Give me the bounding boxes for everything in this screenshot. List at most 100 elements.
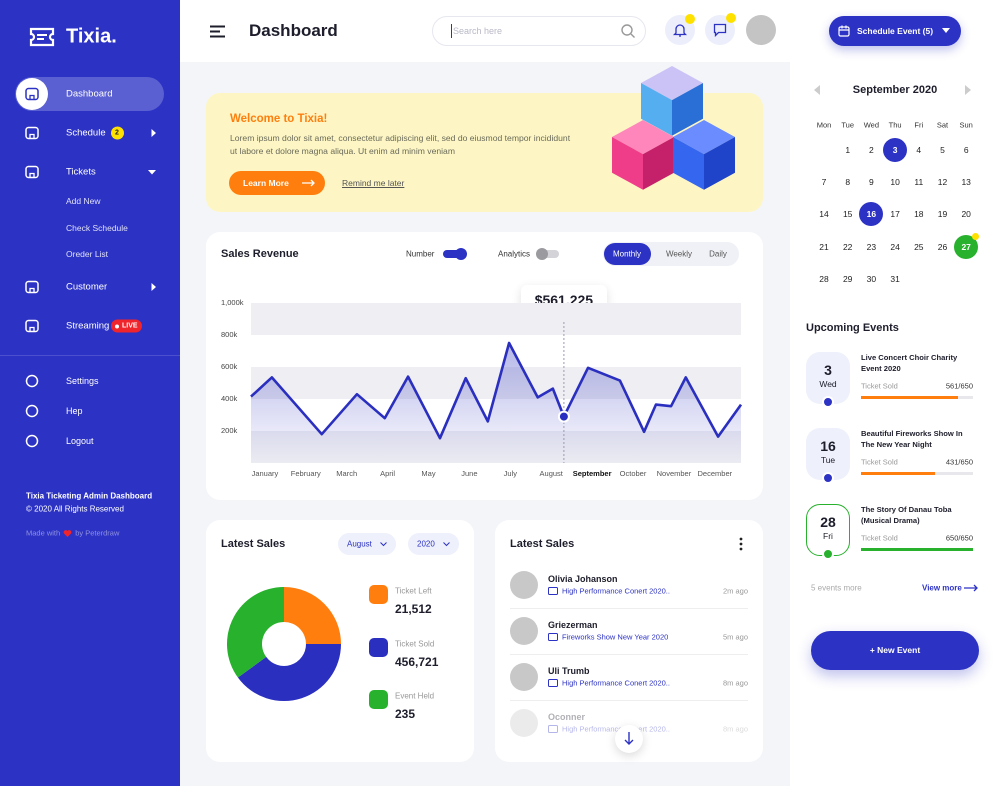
dropdown-caret xyxy=(942,28,950,33)
menu-label[interactable]: Customer xyxy=(66,281,108,293)
weekday: Sun xyxy=(959,120,973,130)
day[interactable]: 20 xyxy=(961,209,971,220)
day[interactable]: 12 xyxy=(937,177,948,188)
active-icon-bg xyxy=(16,78,48,110)
menu-label[interactable]: Tickets xyxy=(66,166,96,178)
divider xyxy=(0,355,180,356)
day[interactable]: 21 xyxy=(819,241,829,252)
menu-label[interactable]: Streaming xyxy=(66,320,110,332)
cubes-illustration xyxy=(612,66,735,190)
day[interactable]: 26 xyxy=(937,241,948,252)
day[interactable]: 9 xyxy=(869,177,874,188)
toggle-track[interactable] xyxy=(443,250,465,258)
sold: 650 xyxy=(946,534,961,543)
day[interactable]: 6 xyxy=(963,145,969,155)
day[interactable]: 23 xyxy=(866,241,877,252)
ticket-label: Ticket Sold xyxy=(861,381,898,391)
day[interactable]: 8 xyxy=(845,177,851,188)
schedule-button[interactable] xyxy=(829,16,961,46)
day[interactable]: 18 xyxy=(914,209,924,220)
tab[interactable]: Daily xyxy=(709,249,727,259)
toggle-label: Analytics xyxy=(498,249,531,259)
search-placeholder: Search here xyxy=(453,26,503,36)
day[interactable]: 28 xyxy=(819,273,829,284)
new-event-label: + New Event xyxy=(869,645,921,655)
chevron[interactable] xyxy=(150,283,158,291)
search-box[interactable] xyxy=(432,16,646,46)
day[interactable]: 2 xyxy=(869,145,874,155)
submenu-label[interactable]: Oreder List xyxy=(66,249,109,259)
day[interactable]: 7 xyxy=(821,177,827,188)
toggle-track[interactable] xyxy=(537,250,559,258)
dropdown-caret xyxy=(380,542,387,547)
chevron[interactable] xyxy=(150,129,158,137)
event-title: Live Concert Choir Charity Event 2020 xyxy=(861,353,958,373)
day[interactable]: 25 xyxy=(914,241,924,252)
legend-swatch xyxy=(369,690,388,709)
submenu-label[interactable]: Add New xyxy=(66,196,101,206)
day[interactable]: 27 xyxy=(961,241,971,252)
sidebar: Tixia. Tixia Ticketing Admin Dashboard ©… xyxy=(0,0,180,786)
day[interactable]: 22 xyxy=(842,241,853,252)
capacity: 650 xyxy=(960,381,973,391)
page-title: Dashboard xyxy=(249,21,338,40)
menu-label[interactable]: Hep xyxy=(66,406,83,416)
view-more-link[interactable]: View more xyxy=(922,583,962,593)
day[interactable]: 1 xyxy=(845,145,851,155)
day[interactable]: 4 xyxy=(916,145,922,155)
prev-month[interactable] xyxy=(814,85,821,95)
submenu-label[interactable]: Check Schedule xyxy=(66,222,128,233)
menu-label[interactable]: Dashboard xyxy=(66,88,113,100)
menu-icon xyxy=(25,374,39,388)
search-caret xyxy=(451,24,452,38)
new-event-button[interactable] xyxy=(811,631,979,670)
avatar[interactable] xyxy=(746,15,776,45)
day[interactable]: 10 xyxy=(890,177,900,188)
day[interactable]: 15 xyxy=(842,209,853,220)
remind-later-link[interactable]: Remind me later xyxy=(342,178,405,188)
cube-face xyxy=(704,137,735,190)
day[interactable]: 14 xyxy=(819,209,829,220)
day[interactable]: 5 xyxy=(940,145,945,155)
calendar-icon xyxy=(838,25,850,37)
day[interactable]: 30 xyxy=(866,273,877,284)
day[interactable]: 16 xyxy=(866,209,877,220)
section-title: Upcoming Events xyxy=(806,322,899,334)
day[interactable]: 17 xyxy=(890,209,900,220)
chevron[interactable] xyxy=(148,168,156,176)
day[interactable]: 3 xyxy=(892,145,898,155)
toggle-label: Number xyxy=(406,249,435,259)
event-date-card[interactable] xyxy=(806,428,850,480)
message-dot xyxy=(726,13,736,23)
badge-text: LIVE xyxy=(122,322,138,330)
next-month[interactable] xyxy=(965,85,972,95)
day[interactable]: 19 xyxy=(937,209,948,220)
brand: Tixia. xyxy=(66,25,117,48)
menu-label[interactable]: Logout xyxy=(66,436,94,446)
latest-sales-list-card xyxy=(495,520,763,762)
chat-icon xyxy=(713,23,727,37)
cube-face xyxy=(673,137,704,190)
day[interactable]: 29 xyxy=(842,273,853,284)
card-title: Sales Revenue xyxy=(221,248,299,260)
menu-toggle[interactable] xyxy=(210,25,226,38)
kebab-menu[interactable] xyxy=(738,537,744,551)
event-date-card[interactable] xyxy=(806,352,850,404)
tab[interactable]: Monthly xyxy=(612,249,642,259)
day[interactable]: 13 xyxy=(961,177,971,188)
day[interactable]: 31 xyxy=(890,273,900,284)
day[interactable]: 24 xyxy=(890,241,900,252)
menu-label[interactable]: Settings xyxy=(66,376,99,386)
filter-dropdown[interactable] xyxy=(408,533,459,555)
filter-dropdown[interactable] xyxy=(338,533,396,555)
event-date-card[interactable] xyxy=(806,504,850,556)
search-icon[interactable] xyxy=(620,23,636,39)
learn-more-label: Learn More xyxy=(243,178,289,188)
sales-revenue-card xyxy=(206,232,763,500)
filter-label: August xyxy=(347,539,372,549)
weekday: Wed xyxy=(863,120,880,130)
cube-face xyxy=(672,83,703,136)
tab[interactable]: Weekly xyxy=(665,249,693,259)
day[interactable]: 11 xyxy=(914,177,924,188)
menu-label[interactable]: Schedule xyxy=(66,127,106,139)
